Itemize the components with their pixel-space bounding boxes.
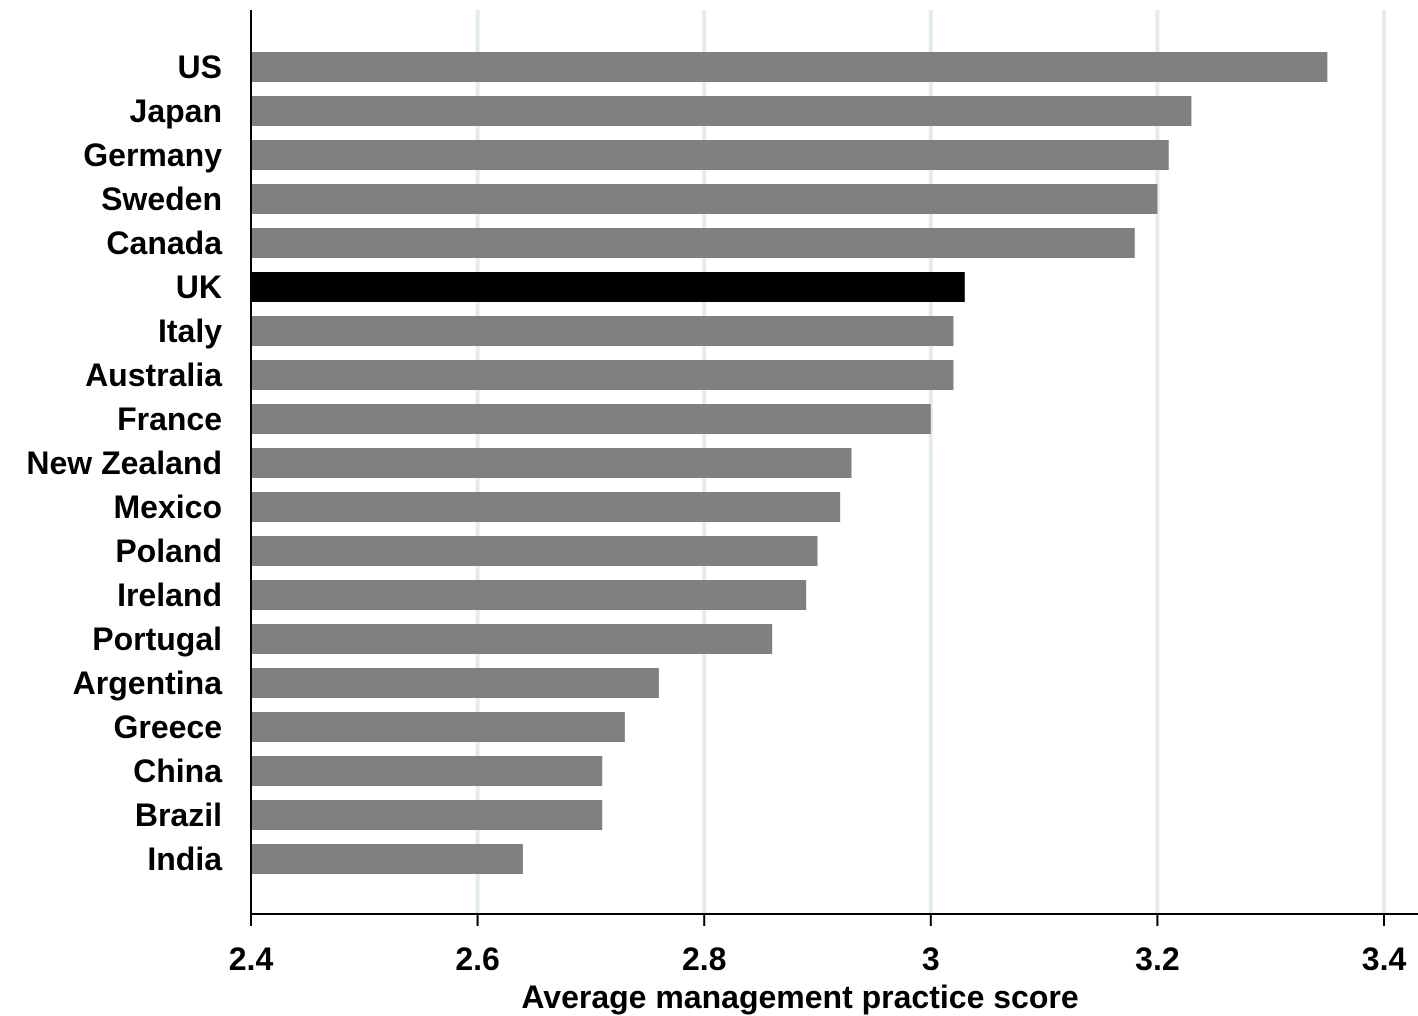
bar-greece	[251, 712, 625, 742]
bar-japan	[251, 96, 1192, 126]
bar-ireland	[251, 580, 807, 610]
category-label-china: China	[133, 753, 222, 789]
category-label-us: US	[178, 49, 222, 85]
category-label-new-zealand: New Zealand	[26, 445, 222, 481]
category-label-argentina: Argentina	[73, 665, 223, 701]
bar-china	[251, 756, 603, 786]
category-label-australia: Australia	[85, 357, 222, 393]
category-label-canada: Canada	[106, 225, 222, 261]
category-label-mexico: Mexico	[114, 489, 222, 525]
bar-new-zealand	[251, 448, 852, 478]
bar-mexico	[251, 492, 841, 522]
bar-us	[251, 52, 1328, 82]
category-label-brazil: Brazil	[135, 797, 222, 833]
axes: 2.4 2.6 2.8 3 3.2 3.4	[229, 10, 1418, 977]
x-tick-label-3.4: 3.4	[1362, 941, 1407, 977]
bar-australia	[251, 360, 954, 390]
category-label-ireland: Ireland	[117, 577, 222, 613]
category-label-portugal: Portugal	[92, 621, 222, 657]
bar-france	[251, 404, 931, 434]
category-label-poland: Poland	[115, 533, 222, 569]
category-label-france: France	[117, 401, 222, 437]
category-label-germany: Germany	[83, 137, 222, 173]
category-label-japan: Japan	[130, 93, 222, 129]
bar-italy	[251, 316, 954, 346]
x-axis-title: Average management practice score	[521, 979, 1078, 1015]
bar-uk	[251, 272, 965, 302]
bar-sweden	[251, 184, 1158, 214]
bar-canada	[251, 228, 1135, 258]
category-labels: US Japan Germany Sweden Canada UK Italy Austral…	[26, 49, 222, 877]
x-tick-label-3: 3	[922, 941, 940, 977]
x-tick-label-2.8: 2.8	[682, 941, 726, 977]
bar-poland	[251, 536, 818, 566]
category-label-india: India	[147, 841, 222, 877]
bar-argentina	[251, 668, 659, 698]
category-label-greece: Greece	[113, 709, 222, 745]
bar-brazil	[251, 800, 603, 830]
bar-portugal	[251, 624, 773, 654]
category-label-sweden: Sweden	[101, 181, 222, 217]
bar-germany	[251, 140, 1169, 170]
x-tick-label-3.2: 3.2	[1135, 941, 1179, 977]
bars	[251, 52, 1328, 874]
x-tick-label-2.4: 2.4	[229, 941, 274, 977]
category-label-italy: Italy	[158, 313, 222, 349]
x-tick-label-2.6: 2.6	[455, 941, 499, 977]
bar-india	[251, 844, 523, 874]
category-label-uk: UK	[176, 269, 222, 305]
